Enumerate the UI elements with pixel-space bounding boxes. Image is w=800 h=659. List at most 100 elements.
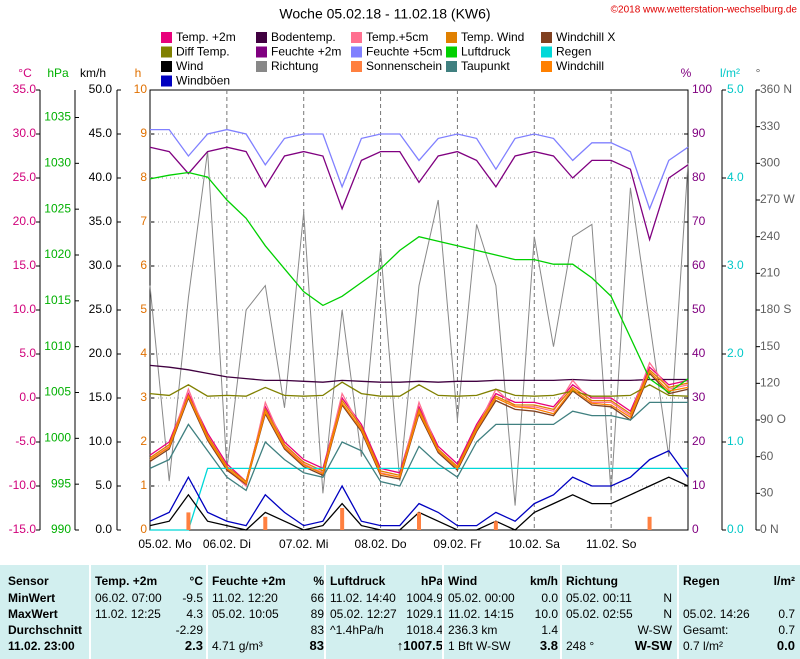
- cell-text: 4.71 g/m³: [212, 639, 263, 653]
- y-tick-label: 180 S: [760, 302, 791, 316]
- y-tick-label: 5: [140, 302, 147, 316]
- cell-value: -2.29: [175, 623, 203, 637]
- legend-swatch: [541, 46, 552, 58]
- axis-unit: l/m²: [720, 66, 740, 80]
- y-tick-label: 8: [140, 170, 147, 184]
- legend-label: Diff Temp.: [176, 45, 230, 59]
- legend-label: Windchill: [556, 59, 604, 73]
- y-tick-label: 35.0: [89, 214, 113, 228]
- series-line: [150, 467, 688, 531]
- y-tick-label: 1020: [44, 247, 71, 261]
- cell-text: 0.7 l/m²: [683, 639, 724, 653]
- series-line: [149, 381, 689, 397]
- y-tick-label: 1000: [44, 431, 71, 445]
- legend-swatch: [256, 46, 267, 58]
- legend-swatch: [161, 61, 172, 72]
- y-tick-label: 0: [692, 522, 699, 536]
- series-line: [149, 146, 689, 242]
- y-tick-label: 100: [692, 82, 712, 96]
- y-tick-label: 4.0: [727, 170, 744, 184]
- separator: [442, 565, 444, 659]
- cell-text: 11.02. 14:15: [448, 607, 514, 621]
- x-tick-label: 10.02. Sa: [509, 537, 561, 551]
- y-tick-label: 60: [692, 258, 706, 272]
- y-tick-label: 9: [140, 126, 147, 140]
- legend-label: Feuchte +5cm: [366, 45, 442, 59]
- y-tick-label: 150: [760, 339, 780, 353]
- cell-value: 0.0: [776, 638, 795, 653]
- chart: Woche 05.02.18 - 11.02.18 (KW6) ©2018 ww…: [9, 5, 798, 552]
- legend-swatch: [161, 75, 172, 87]
- y-tick-label: 1015: [44, 293, 71, 307]
- y-tick-label: 90: [692, 126, 706, 140]
- axis-unit: °: [756, 66, 761, 80]
- axis-unit: °C: [18, 66, 32, 80]
- row-label: MaxWert: [8, 607, 58, 621]
- row-label: 11.02. 23:00: [8, 639, 75, 653]
- y-tick-label: 40: [692, 346, 706, 360]
- y-tick-label: 1030: [44, 156, 71, 170]
- row-label: MinWert: [8, 591, 56, 605]
- cell-value: 1018.4: [406, 623, 443, 637]
- x-tick-label: 06.02. Di: [203, 537, 251, 551]
- y-tick-label: 4: [140, 346, 147, 360]
- y-tick-label: 20: [692, 434, 706, 448]
- legend-swatch: [446, 32, 457, 43]
- legend-swatch: [351, 61, 362, 72]
- cell-value: W-SW: [634, 638, 672, 653]
- y-tick-label: 1.0: [727, 434, 744, 448]
- cell-text: 236.3 km: [448, 623, 498, 637]
- y-tick-label: 3: [140, 390, 147, 404]
- series-line: [149, 368, 689, 483]
- column-unit: °C: [189, 574, 203, 588]
- y-tick-label: 6: [140, 258, 147, 272]
- axis-unit: h: [135, 66, 142, 80]
- legend-label: Temp. Wind: [461, 30, 524, 44]
- column-header: Wind: [448, 574, 478, 588]
- y-tick-label: 1: [140, 478, 147, 492]
- y-tick-label: 0.0: [19, 390, 36, 404]
- x-tick-label: 07.02. Mi: [279, 537, 328, 551]
- legend-swatch: [541, 32, 552, 43]
- axis-unit: km/h: [80, 66, 106, 80]
- cell-value: 83: [309, 638, 324, 653]
- legend-label: Regen: [556, 45, 591, 59]
- y-tick-label: 15.0: [13, 258, 37, 272]
- cell-value: 0.7: [778, 607, 795, 621]
- cell-text: 05.02. 14:26: [683, 607, 750, 621]
- column-header: Temp. +2m: [95, 574, 158, 588]
- cell-text: 11.02. 12:25: [95, 607, 161, 621]
- y-tick-label: 7: [140, 214, 147, 228]
- y-tick-label: 60: [760, 449, 774, 463]
- series-line: [149, 171, 689, 394]
- y-tick-label: 10: [134, 82, 148, 96]
- separator: [677, 565, 679, 659]
- y-tick-label: 0 N: [760, 522, 779, 536]
- y-tick-label: 0.0: [95, 522, 112, 536]
- sunshine-bar: [417, 512, 421, 530]
- y-tick-label: 25.0: [13, 170, 37, 184]
- cell-text: 1 Bft W-SW: [448, 639, 511, 653]
- y-tick-label: 1010: [44, 339, 71, 353]
- cell-text: 11.02. 12:20: [212, 591, 278, 605]
- y-tick-label: 1005: [44, 385, 71, 399]
- x-tick-label: 05.02. Mo: [138, 537, 192, 551]
- y-tick-label: 50: [692, 302, 706, 316]
- legend-swatch: [446, 61, 457, 72]
- y-tick-label: 25.0: [89, 302, 113, 316]
- sunshine-bar: [263, 516, 268, 530]
- cell-text: 05.02. 00:11: [566, 591, 632, 605]
- cell-value: W-SW: [637, 623, 672, 637]
- y-tick-label: 3.0: [727, 258, 744, 272]
- legend-label: Taupunkt: [461, 59, 510, 73]
- separator: [324, 565, 326, 659]
- legend-label: Temp. +2m: [176, 30, 236, 44]
- y-tick-label: 995: [51, 476, 71, 490]
- legend-label: Sonnenschein: [366, 59, 442, 73]
- column-unit: l/m²: [773, 574, 795, 588]
- legend-label: Temp.+5cm: [366, 30, 428, 44]
- cell-value: -9.5: [182, 591, 203, 605]
- y-tick-label: 120: [760, 376, 780, 390]
- cell-value: N: [663, 591, 672, 605]
- y-tick-label: 300: [760, 156, 780, 170]
